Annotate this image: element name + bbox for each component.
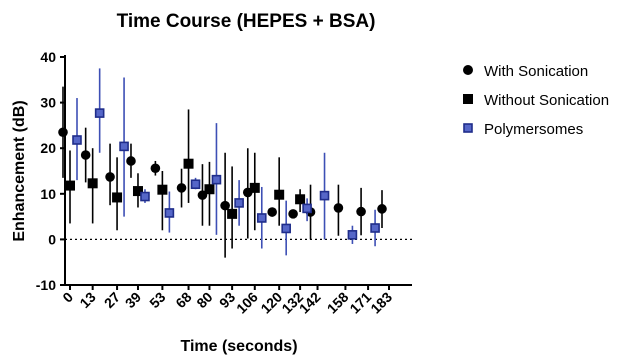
data-point [319, 190, 330, 201]
data-point [211, 174, 222, 185]
data-point [87, 178, 98, 189]
x-tick-label: 27 [101, 289, 123, 311]
series-polymersomes [72, 68, 380, 256]
x-tick-label: 39 [122, 289, 144, 311]
data-point [347, 230, 358, 240]
data-point [281, 223, 291, 234]
data-point [249, 182, 260, 193]
data-point [267, 207, 277, 217]
data-point [119, 141, 129, 152]
data-point [183, 158, 194, 169]
legend-label: Without Sonication [484, 92, 609, 109]
x-tick-label: 68 [172, 289, 194, 311]
data-point [288, 209, 298, 219]
x-tick-label: 183 [367, 289, 395, 317]
data-point [157, 184, 168, 195]
legend-marker-navy-square [463, 123, 473, 133]
data-point [126, 156, 136, 166]
data-point [356, 206, 366, 217]
data-point [295, 194, 306, 205]
data-point [234, 198, 244, 208]
y-tick-label: 0 [48, 231, 56, 247]
x-tick-label: 80 [193, 289, 215, 311]
y-tick-label: -10 [36, 277, 56, 293]
data-point [274, 189, 285, 200]
data-point [94, 108, 105, 118]
legend-label: With Sonication [484, 63, 588, 80]
legend-marker-square [463, 94, 473, 104]
series-without-sonication [65, 109, 306, 249]
data-point [164, 208, 175, 218]
data-point [112, 192, 123, 203]
legend-entry: With Sonication [463, 63, 588, 80]
data-point [370, 223, 380, 233]
data-point [140, 191, 150, 202]
x-tick-label: 53 [146, 289, 168, 311]
legend-entry: Without Sonication [463, 92, 609, 109]
chart-title: Time Course (HEPES + BSA) [117, 11, 376, 32]
data-point [80, 150, 91, 160]
x-tick-label: 158 [324, 289, 352, 317]
y-tick-label: 10 [40, 186, 56, 202]
data-point [132, 186, 143, 197]
x-tick-label: 142 [296, 289, 324, 317]
data-point [190, 179, 201, 190]
x-tick-label: 0 [59, 289, 76, 306]
x-tick-label: 13 [76, 289, 98, 311]
data-point [220, 200, 230, 211]
legend: With Sonication Without Sonication Polymer… [463, 63, 609, 138]
data-point [227, 208, 238, 219]
data-point [72, 135, 82, 145]
data-point [204, 184, 215, 195]
y-tick-label: 20 [40, 140, 56, 156]
y-tick-label: 40 [40, 49, 56, 65]
data-point [105, 172, 115, 182]
x-axis-label: Time (seconds) [180, 338, 297, 355]
legend-label: Polymersomes [484, 121, 583, 138]
data-point [176, 183, 187, 193]
legend-marker-circle [463, 65, 473, 75]
data-point [302, 203, 312, 214]
data-point [65, 180, 75, 191]
data-point [150, 163, 161, 174]
series-with-sonication [58, 86, 387, 258]
y-axis-label: Enhancement (dB) [11, 100, 28, 241]
data-point [377, 204, 387, 214]
data-point [58, 127, 68, 138]
legend-entry: Polymersomes [463, 121, 583, 138]
data-point [256, 213, 267, 223]
y-tick-label: 30 [40, 95, 56, 111]
data-point [333, 203, 344, 213]
x-tick-label: 106 [233, 289, 261, 317]
